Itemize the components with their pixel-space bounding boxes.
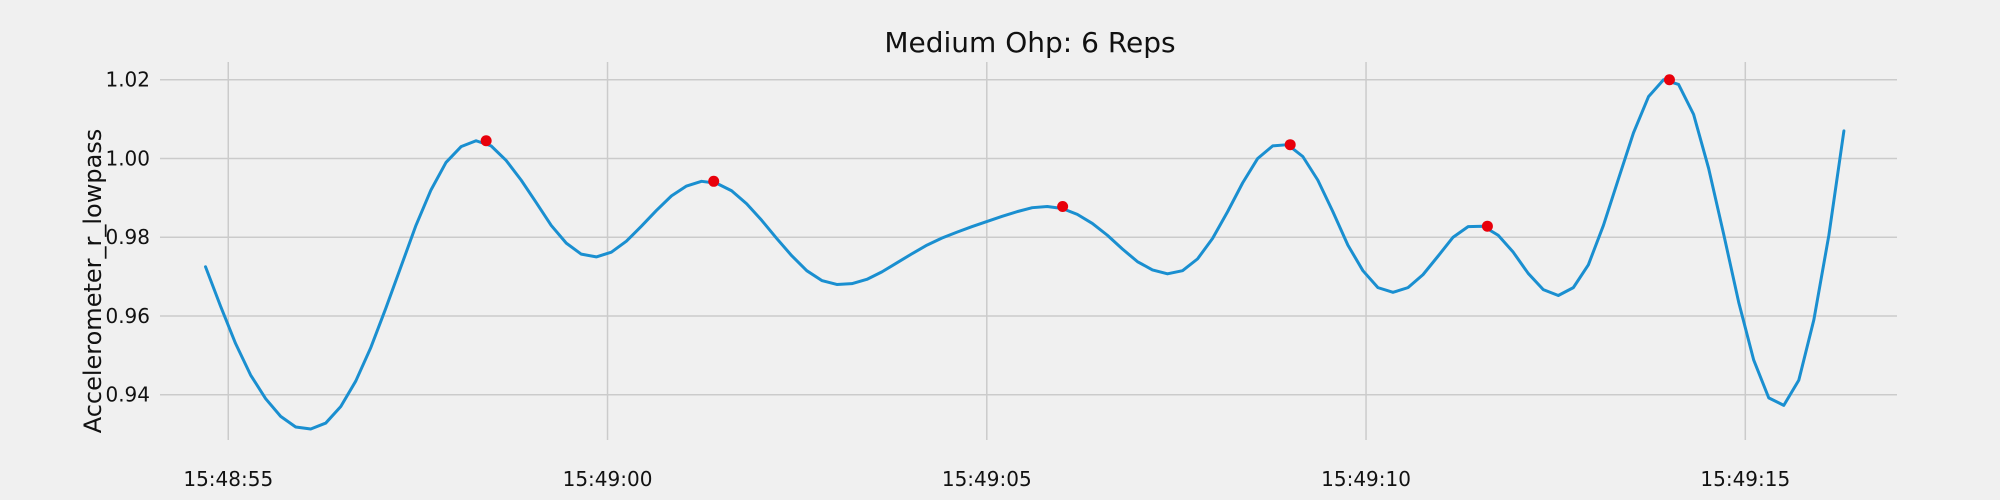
- y-tick-label: 0.94: [105, 383, 150, 407]
- y-axis-label: Accelerometer_r_lowpass: [79, 129, 107, 434]
- peak-marker: [1663, 74, 1675, 86]
- x-tick-label: 15:49:00: [563, 467, 653, 491]
- peak-marker: [1284, 139, 1296, 151]
- x-grid: [227, 62, 1747, 440]
- peak-marker: [480, 135, 492, 147]
- series-line: [204, 78, 1846, 431]
- x-tick-labels: 15:48:55 15:49:00 15:49:05 15:49:10 15:49:15: [183, 467, 1790, 491]
- peak-marker: [1057, 201, 1069, 213]
- y-tick-label: 0.96: [105, 304, 150, 328]
- x-tick-label: 15:49:15: [1700, 467, 1790, 491]
- y-tick-label: 1.02: [105, 68, 150, 92]
- peak-marker: [1481, 220, 1493, 232]
- peak-marker: [708, 175, 720, 187]
- x-tick-label: 15:49:05: [942, 467, 1032, 491]
- y-tick-label: 0.98: [105, 225, 150, 249]
- x-tick-label: 15:49:10: [1321, 467, 1411, 491]
- chart-title: Medium Ohp: 6 Reps: [884, 26, 1175, 59]
- peak-markers: [480, 74, 1675, 232]
- x-tick-label: 15:48:55: [183, 467, 273, 491]
- y-tick-labels: 0.94 0.96 0.98 1.00 1.02: [105, 68, 150, 407]
- y-tick-label: 1.00: [105, 146, 150, 170]
